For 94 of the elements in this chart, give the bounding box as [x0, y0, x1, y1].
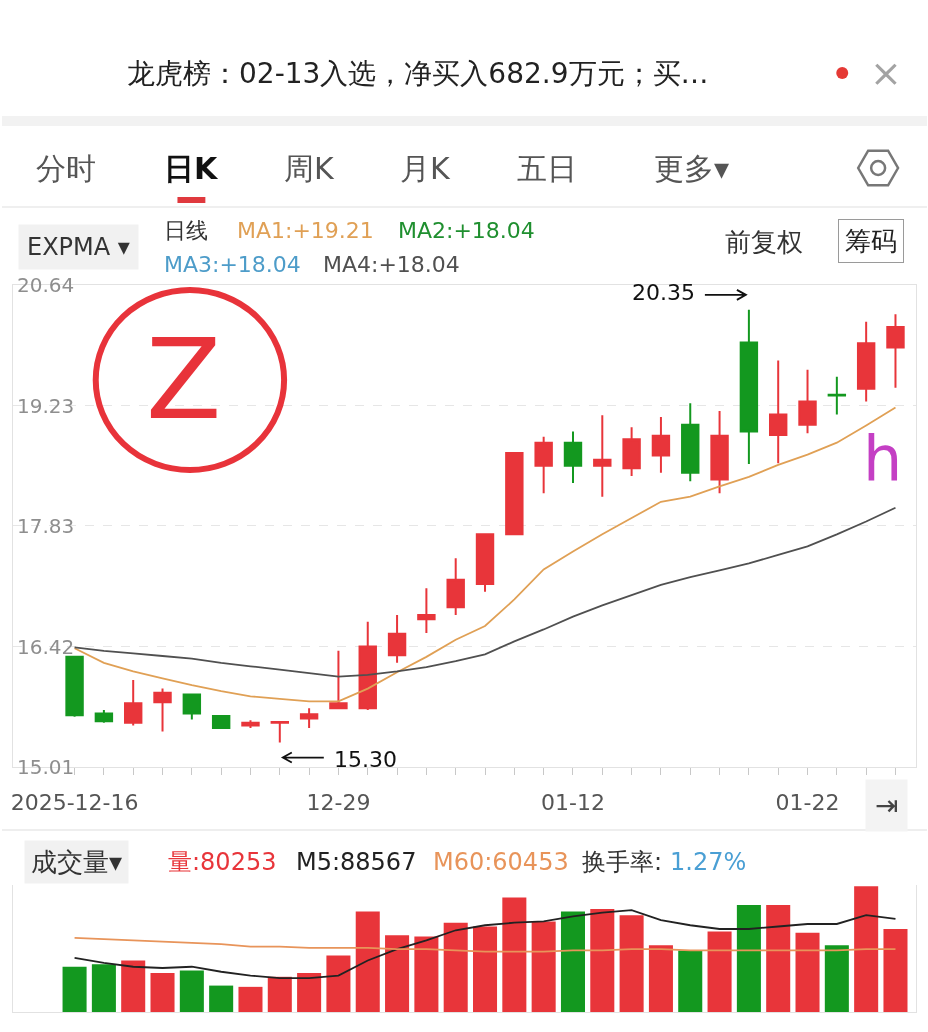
- bar: [209, 985, 234, 1012]
- text: 更多▾: [654, 151, 730, 186]
- candlestick: [124, 679, 143, 727]
- candlestick: [827, 375, 847, 416]
- bar: [238, 986, 263, 1012]
- candlestick: [710, 409, 729, 495]
- bar: [854, 886, 879, 1012]
- candlestick: [446, 557, 465, 616]
- bar: [91, 964, 116, 1012]
- candlestick: [387, 613, 407, 664]
- legend-label: MA3:+18.04: [164, 252, 301, 277]
- bar: [883, 929, 908, 1012]
- text: 龙虎榜：02-13入选，净买入682.9万元；买…: [127, 57, 709, 90]
- candlestick: [534, 435, 553, 495]
- bar: [824, 945, 849, 1012]
- text: ×: [870, 51, 902, 95]
- y-tick-label: 19.23: [17, 394, 75, 418]
- bar: [267, 976, 292, 1012]
- candlestick: [622, 426, 641, 478]
- text: 月K: [400, 151, 451, 186]
- y-tick-label: 17.83: [17, 514, 75, 538]
- candlestick: [856, 320, 876, 403]
- y-tick-label: 20.64: [17, 273, 75, 297]
- candlestick: [593, 414, 612, 498]
- text: 周K: [284, 151, 335, 186]
- annotation: h: [863, 422, 903, 495]
- candlestick: [299, 707, 319, 729]
- x-tick-label: 2025-12-16: [10, 789, 139, 815]
- text: M60:60453: [433, 848, 569, 876]
- candlestick: [681, 402, 700, 483]
- bar: [648, 945, 673, 1012]
- bar: [355, 911, 380, 1012]
- text: 日K: [164, 151, 219, 186]
- candlestick: [329, 649, 348, 710]
- candlestick: [651, 415, 671, 474]
- candlestick: [769, 359, 788, 465]
- text: ⇥: [875, 789, 899, 822]
- candlestick: [417, 587, 436, 634]
- candlestick: [182, 693, 202, 721]
- text: 筹码: [845, 226, 897, 256]
- y-tick-label: 15.01: [17, 755, 75, 779]
- bar: [62, 966, 87, 1012]
- text: MA1:+19.21: [237, 218, 374, 243]
- text: M5:88567: [296, 848, 417, 876]
- bar: [590, 908, 615, 1012]
- candlestick: [153, 687, 172, 733]
- annotation: Z: [146, 316, 222, 444]
- text: 成交量▾: [31, 847, 123, 877]
- candlestick: [739, 308, 759, 466]
- text: 五日: [517, 151, 577, 186]
- bar: [619, 915, 644, 1012]
- bar: [473, 926, 498, 1012]
- candlestick: [475, 532, 495, 593]
- bar: [766, 905, 791, 1012]
- bar: [150, 973, 175, 1012]
- bar: [707, 931, 732, 1012]
- text: EXPMA ▾: [27, 233, 130, 261]
- text: 前复权: [725, 227, 803, 257]
- line-series: [73, 506, 897, 678]
- bar: [121, 960, 146, 1012]
- bar: [179, 970, 204, 1012]
- text: MA4:+18.04: [323, 252, 460, 277]
- text: 日线: [164, 218, 208, 243]
- bar: [560, 911, 585, 1012]
- bar: [795, 932, 820, 1012]
- x-tick-label: 01-12: [541, 789, 605, 815]
- text: 分时: [36, 151, 96, 186]
- text: 量:80253: [168, 848, 277, 876]
- candlestick: [270, 720, 289, 744]
- bar: [531, 921, 556, 1012]
- x-tick-label: 01-22: [775, 789, 840, 815]
- bar: [414, 936, 439, 1012]
- candlestick: [563, 430, 583, 484]
- bar: [502, 897, 527, 1012]
- annotation: 20.35: [632, 280, 695, 305]
- x-tick-label: 12-29: [306, 789, 371, 815]
- legend-label: MA2:+18.04: [398, 218, 535, 243]
- bar: [736, 905, 761, 1012]
- y-tick-label: 16.42: [17, 635, 75, 659]
- bar: [678, 950, 703, 1012]
- text: 换手率:: [582, 848, 663, 876]
- candlestick: [65, 655, 84, 718]
- bar: [443, 922, 468, 1012]
- bar: [385, 935, 410, 1012]
- bar: [297, 973, 322, 1012]
- candlestick: [798, 368, 817, 435]
- candlestick: [94, 708, 114, 724]
- bar: [326, 955, 351, 1012]
- text: 1.27%: [670, 848, 747, 876]
- candlestick: [886, 313, 905, 389]
- candlestick: [505, 451, 524, 537]
- candlestick: [358, 620, 377, 711]
- annotation: 15.30: [334, 747, 397, 772]
- candlestick: [211, 714, 231, 730]
